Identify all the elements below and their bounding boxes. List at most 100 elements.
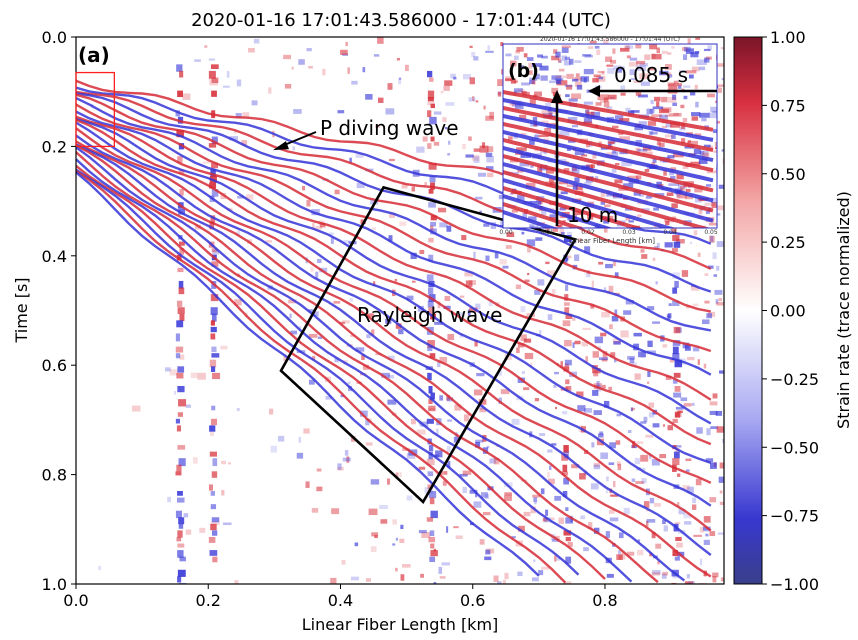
heatmap-cell [440,471,447,475]
inset-cell [612,149,617,154]
heatmap-cell [673,372,681,378]
heatmap-cell [590,304,595,309]
heatmap-cell [712,576,717,583]
heatmap-cell [342,457,351,462]
heatmap-cell [675,406,684,410]
heatmap-cell [523,338,532,343]
inset-cell [613,65,622,71]
heatmap-cell [459,295,465,298]
heatmap-cell [565,379,570,385]
heatmap-cell [710,426,718,430]
inset-wavefront [503,122,714,173]
heatmap-cell [687,486,694,494]
heatmap-cell [468,280,477,286]
inset-cell [560,191,568,195]
heatmap-cell [298,59,305,65]
heatmap-cell [600,452,608,459]
inset-cell [556,80,568,86]
heatmap-cell [593,464,601,470]
heatmap-cell [692,347,700,352]
heatmap-cell [591,442,595,448]
heatmap-cell [426,70,433,78]
inset-cell [694,84,698,90]
heatmap-cell [401,183,408,189]
heatmap-cell [672,353,680,360]
inset-cell [607,94,617,100]
heatmap-cell [623,507,630,515]
heatmap-cell [236,79,242,87]
heatmap-cell [683,403,692,407]
heatmap-cell [209,221,215,230]
heatmap-cell [402,564,411,568]
heatmap-cell [527,272,530,276]
heatmap-cell [610,352,616,358]
y-axis-label: Time [s] [12,277,31,343]
heatmap-cell [539,433,546,436]
heatmap-cell [686,574,690,579]
heatmap-cell [662,519,666,525]
heatmap-cell [718,297,722,302]
heatmap-cell [356,182,365,189]
heatmap-cell [610,494,619,497]
heatmap-cell [673,326,681,334]
heatmap-cell [480,492,488,498]
heatmap-cell [554,555,557,562]
wavefront [76,158,633,583]
heatmap-cell [169,369,178,376]
heatmap-cell [524,279,530,283]
heatmap-cell [723,529,724,533]
heatmap-cell [176,129,184,138]
heatmap-cell [668,313,672,319]
x-tick-label: 0.0 [63,591,88,610]
heatmap-cell [561,453,569,461]
heatmap-cell [226,71,230,78]
heatmap-cell [192,457,198,464]
heatmap-cell [177,491,183,496]
inset-cell [667,155,675,159]
inset-cell [690,161,701,166]
inset-cell [701,117,707,122]
heatmap-cell [446,445,451,452]
heatmap-cell [429,353,436,358]
inset-cell [543,150,547,155]
heatmap-cell [433,111,442,115]
heatmap-cell [464,272,473,277]
heatmap-cell [454,434,459,442]
inset-cell [606,194,615,197]
heatmap-cell [674,280,679,288]
heatmap-cell [565,507,569,512]
heatmap-cell [179,241,185,246]
heatmap-cell [277,435,285,442]
heatmap-cell [551,517,555,520]
heatmap-cell [683,513,692,519]
heatmap-cell [312,355,316,360]
heatmap-cell [212,458,218,467]
inset-cell [642,146,652,151]
inset-cell [566,184,578,188]
inset-cell [667,52,672,55]
heatmap-cell [371,329,375,336]
heatmap-cell [467,309,471,316]
inset-cell [600,191,606,198]
inset-cell [667,97,677,103]
inset-cell [515,50,520,54]
inset-cell [683,46,691,52]
heatmap-cell [445,102,455,106]
inset-cell [621,161,632,167]
inset-cell [575,73,580,78]
heatmap-cell [484,493,490,500]
heatmap-cell [630,407,633,412]
heatmap-cell [560,231,565,236]
heatmap-cell [461,235,467,241]
heatmap-cell [422,136,428,142]
heatmap-cell [652,569,661,575]
inset-cell [676,191,681,198]
heatmap-cell [709,410,718,415]
heatmap-cell [643,416,648,423]
heatmap-cell [478,399,487,405]
heatmap-cell [416,429,426,435]
heatmap-cell [605,488,609,494]
inset-cell [611,168,617,173]
heatmap-cell [672,272,680,279]
heatmap-cell [441,562,450,566]
